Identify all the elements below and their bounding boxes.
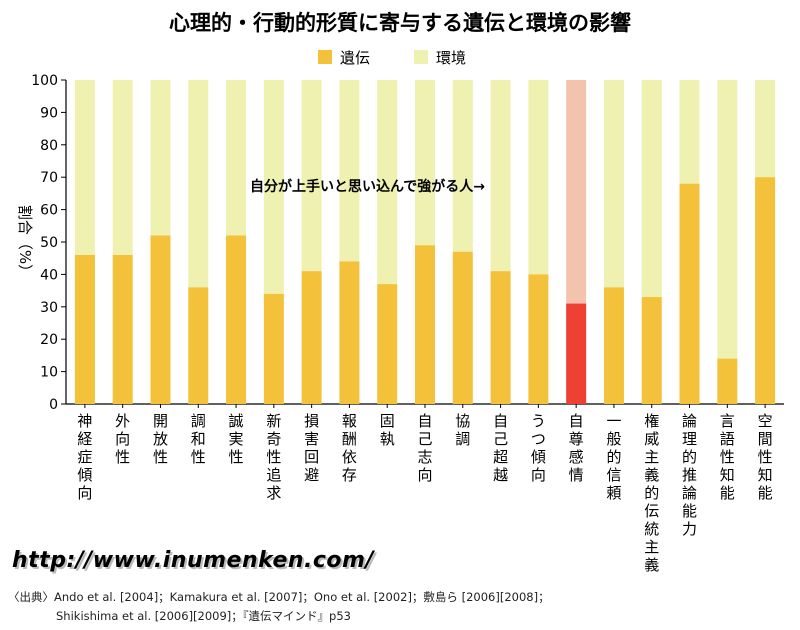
bar-environment bbox=[226, 80, 247, 236]
bar-environment bbox=[377, 80, 398, 285]
bar-environment bbox=[490, 80, 511, 272]
bar-environment bbox=[74, 80, 95, 255]
bar-environment bbox=[301, 80, 322, 272]
x-tick-label: 一般的信頼 bbox=[606, 412, 621, 502]
x-tick-label: 権威主義的伝統主義 bbox=[644, 412, 659, 574]
bar-environment bbox=[717, 80, 738, 359]
x-tick-label: 協調 bbox=[455, 412, 470, 448]
x-tick-label: 空間性知能 bbox=[758, 412, 773, 502]
y-tick-label: 70 bbox=[40, 170, 58, 186]
bar-heredity bbox=[679, 183, 700, 404]
x-tick-label: 誠実性 bbox=[229, 412, 244, 466]
chart-annotation: 自分が上手いと思い込んで強がる人→ bbox=[250, 178, 485, 195]
x-tick-label: 自尊感情 bbox=[569, 412, 584, 484]
x-tick-label: 自己志向 bbox=[417, 412, 432, 484]
x-tick-label: 言語性知能 bbox=[720, 412, 735, 502]
source-citation: 〈出典〉Ando et al. [2004]；Kamakura et al. [… bbox=[8, 588, 788, 626]
bar-heredity bbox=[150, 235, 171, 404]
bar-heredity bbox=[377, 284, 398, 404]
bar-environment bbox=[452, 80, 473, 252]
x-tick-label: 損害回避 bbox=[304, 412, 319, 484]
bar-heredity bbox=[452, 251, 473, 404]
y-tick-label: 100 bbox=[31, 73, 58, 89]
bar-environment bbox=[263, 80, 284, 294]
bar-environment bbox=[528, 80, 549, 275]
y-tick-label: 0 bbox=[49, 397, 58, 413]
x-tick-label: 調和性 bbox=[191, 412, 206, 466]
legend-swatch-heredity bbox=[318, 50, 332, 64]
x-tick-label: 外向性 bbox=[115, 412, 130, 466]
bar-environment bbox=[755, 80, 776, 178]
y-axis: 0 10 20 30 40 50 60 70 80 90 100 bbox=[31, 73, 784, 413]
x-tick-label: 報酬依存 bbox=[342, 412, 357, 484]
bar-heredity bbox=[415, 245, 435, 404]
legend-label-environment: 環境 bbox=[436, 49, 466, 67]
bar-heredity bbox=[641, 297, 662, 404]
bar-heredity bbox=[528, 274, 549, 404]
x-tick-label: 論理的推論能力 bbox=[682, 412, 697, 538]
y-tick-label: 40 bbox=[40, 267, 58, 283]
legend-label-heredity: 遺伝 bbox=[340, 49, 370, 67]
bar-heredity bbox=[188, 287, 209, 404]
bar-heredity bbox=[603, 287, 624, 404]
x-tick-label: 自己超越 bbox=[493, 412, 508, 484]
bar-environment bbox=[188, 80, 209, 288]
legend: 遺伝 環境 bbox=[318, 49, 466, 67]
bar-heredity bbox=[566, 303, 587, 404]
bar-environment bbox=[339, 80, 360, 262]
bar-heredity bbox=[263, 293, 284, 404]
bar-heredity bbox=[74, 254, 95, 404]
bar-environment bbox=[641, 80, 662, 298]
y-tick-label: 10 bbox=[40, 365, 58, 381]
source-line-1: 〈出典〉Ando et al. [2004]；Kamakura et al. [… bbox=[8, 590, 550, 604]
x-tick-label: 新奇性追求 bbox=[266, 412, 281, 502]
source-line-2: Shikishima et al. [2006][2009]；『遺伝マインド』p… bbox=[56, 609, 351, 623]
y-tick-label: 90 bbox=[40, 105, 58, 121]
bar-heredity bbox=[226, 235, 247, 404]
x-tick-label: 固執 bbox=[380, 412, 395, 448]
x-tick-label: 開放性 bbox=[153, 412, 168, 466]
bar-heredity bbox=[490, 271, 511, 404]
bar-environment bbox=[150, 80, 171, 236]
bar-heredity bbox=[717, 358, 738, 404]
site-url: http://www.inumenken.com/ bbox=[12, 548, 375, 573]
y-axis-label: 割合（%） bbox=[16, 205, 34, 279]
y-tick-label: 60 bbox=[40, 203, 58, 219]
bar-environment bbox=[112, 80, 133, 255]
x-axis-labels: 神経症傾向 外向性 開放性 調和性 誠実性 新奇性追求 損害回避 報酬依存 固執 自己志向 協調自己… bbox=[77, 404, 773, 574]
bar-heredity bbox=[755, 177, 776, 404]
bar-heredity bbox=[112, 254, 133, 404]
legend-swatch-environment bbox=[414, 50, 428, 64]
y-tick-label: 30 bbox=[40, 300, 58, 316]
y-tick-label: 50 bbox=[40, 235, 58, 251]
x-tick-label: うつ傾向 bbox=[531, 412, 546, 484]
bar-heredity bbox=[339, 261, 360, 404]
x-tick-label: 神経症傾向 bbox=[77, 412, 92, 502]
y-tick-label: 80 bbox=[40, 138, 58, 154]
bar-environment bbox=[566, 80, 587, 304]
chart-title: 心理的・行動的形質に寄与する遺伝と環境の影響 bbox=[169, 11, 631, 35]
bar-environment bbox=[679, 80, 700, 184]
bars bbox=[74, 80, 776, 404]
bar-heredity bbox=[301, 271, 322, 404]
bar-environment bbox=[415, 80, 435, 246]
bar-environment bbox=[603, 80, 624, 288]
y-tick-label: 20 bbox=[40, 332, 58, 348]
